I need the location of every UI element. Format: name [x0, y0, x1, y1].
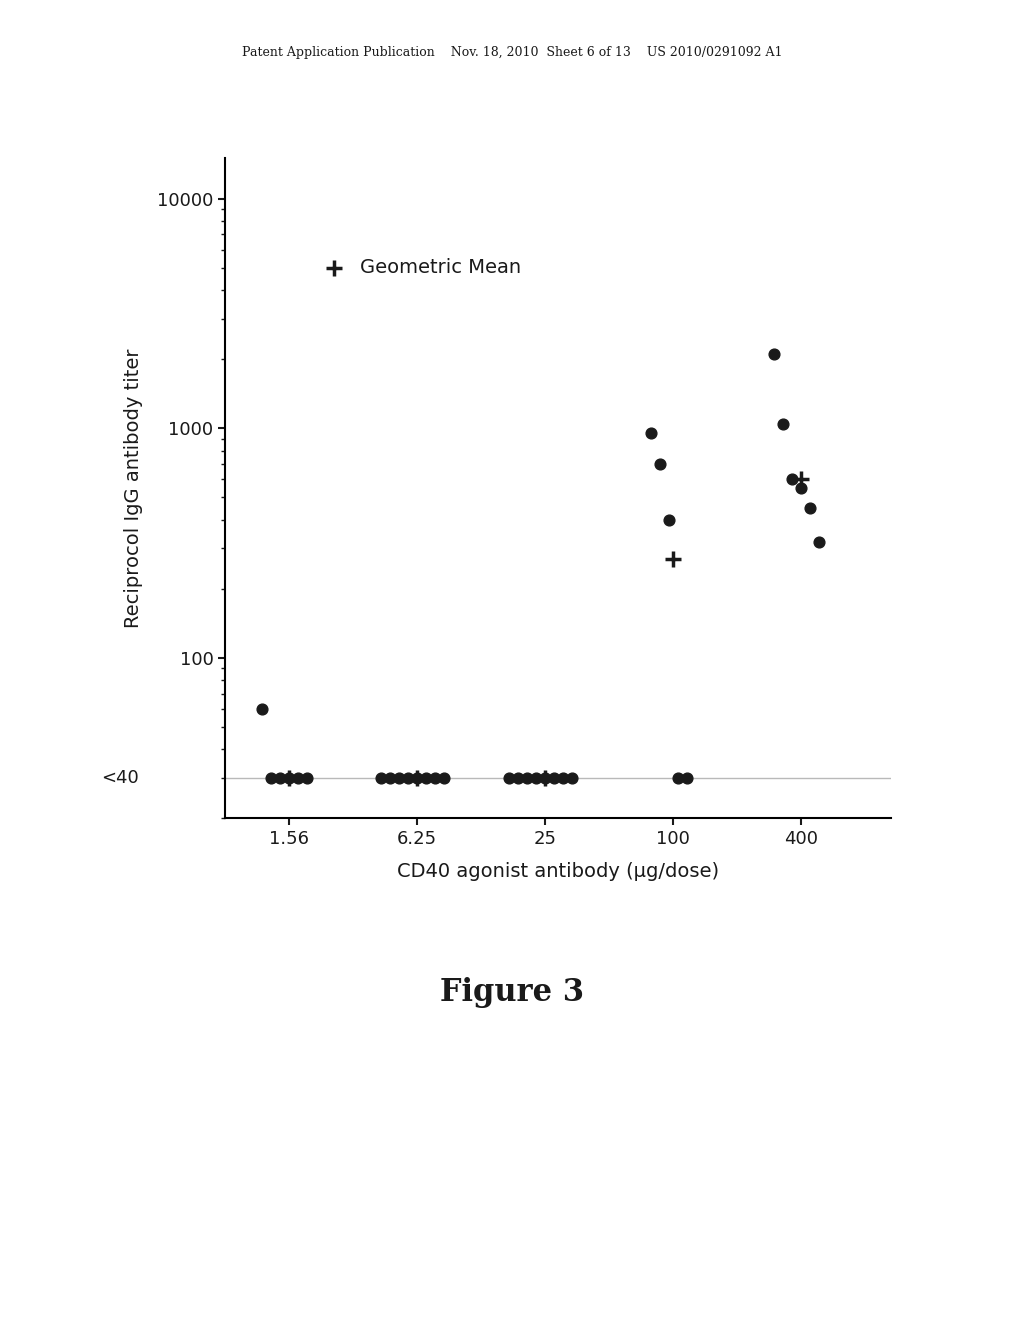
Point: [555, 767, 571, 788]
Point: [382, 767, 398, 788]
Point: [766, 343, 782, 364]
Point: [281, 767, 297, 788]
Point: [811, 532, 827, 553]
Point: [793, 478, 809, 499]
Point: [651, 453, 668, 474]
Point: [564, 767, 581, 788]
Point: [427, 767, 443, 788]
Point: [400, 767, 417, 788]
Point: [537, 767, 553, 788]
Point: [501, 767, 517, 788]
X-axis label: CD40 agonist antibody (μg/dose): CD40 agonist antibody (μg/dose): [397, 862, 719, 880]
Point: [510, 767, 526, 788]
Point: [643, 422, 659, 444]
Point: [272, 767, 289, 788]
Point: [537, 767, 553, 788]
Point: [784, 469, 801, 490]
Text: <40: <40: [101, 770, 139, 787]
Point: [519, 767, 536, 788]
Point: [299, 767, 315, 788]
Y-axis label: Reciprocol IgG antibody titer: Reciprocol IgG antibody titer: [124, 348, 143, 628]
Text: Figure 3: Figure 3: [440, 977, 584, 1007]
Point: [679, 767, 695, 788]
Point: [546, 767, 562, 788]
Point: [254, 698, 270, 719]
Point: [391, 767, 408, 788]
Point: [290, 767, 306, 788]
Point: [409, 767, 426, 788]
Point: [373, 767, 389, 788]
Text: Geometric Mean: Geometric Mean: [359, 259, 521, 277]
Point: [670, 767, 686, 788]
Point: [802, 498, 818, 519]
Text: Patent Application Publication    Nov. 18, 2010  Sheet 6 of 13    US 2010/029109: Patent Application Publication Nov. 18, …: [242, 46, 782, 59]
Point: [409, 767, 426, 788]
Point: [666, 548, 682, 569]
Point: [436, 767, 453, 788]
Point: [528, 767, 545, 788]
Point: [418, 767, 434, 788]
Point: [263, 767, 280, 788]
Point: [281, 767, 297, 788]
Point: [660, 510, 677, 531]
Point: [326, 257, 342, 279]
Point: [793, 469, 809, 490]
Point: [775, 413, 792, 434]
